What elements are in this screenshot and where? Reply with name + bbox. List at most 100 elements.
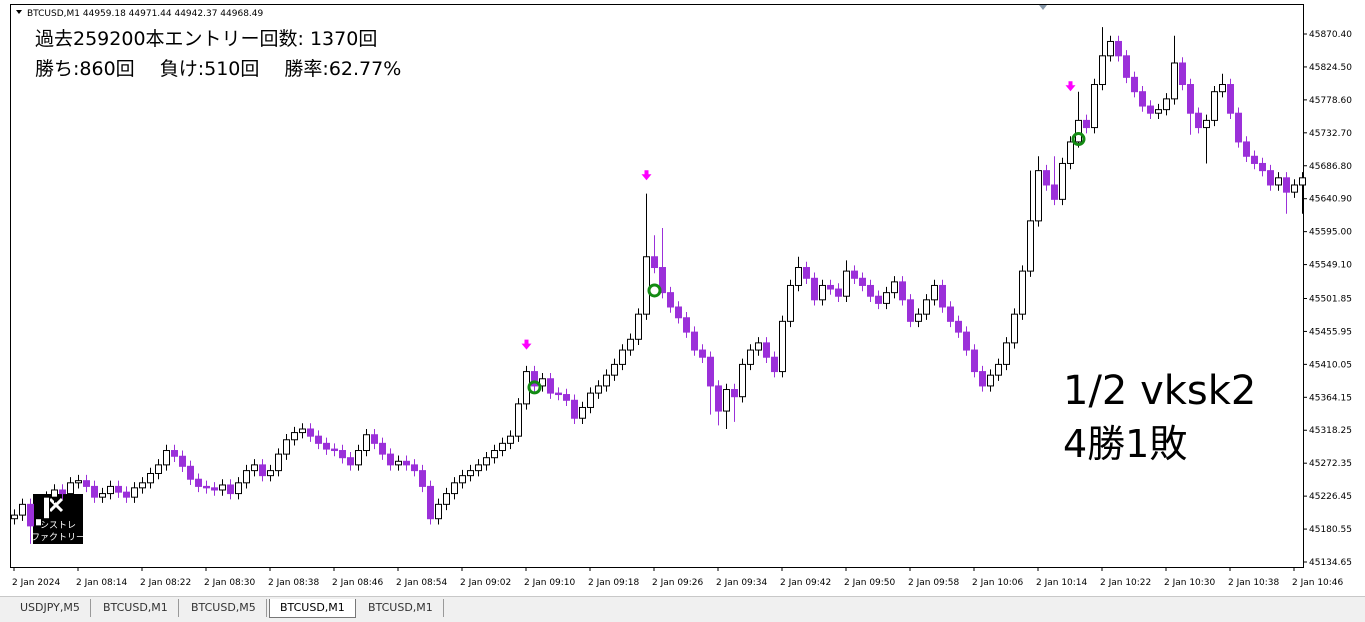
y-tick-label: 45778.60 — [1309, 96, 1352, 106]
x-tick-label: 2 Jan 09:42 — [780, 578, 831, 588]
candle-body — [163, 450, 170, 466]
exit-circle — [647, 283, 662, 298]
candle-body — [675, 306, 682, 319]
candle-body — [1091, 84, 1098, 129]
candle-body — [995, 363, 1002, 376]
exit-circle — [1071, 132, 1086, 147]
x-tick-label: 2 Jan 09:18 — [588, 578, 640, 588]
candle-body — [291, 432, 298, 441]
chart-tab[interactable]: BTCUSD,M1 — [93, 599, 179, 617]
candle-body — [259, 464, 266, 477]
candle-body — [195, 478, 202, 487]
candle-body — [315, 435, 322, 444]
candle-body — [459, 475, 466, 484]
candle-body — [827, 284, 834, 290]
candle-body — [1019, 270, 1026, 315]
candle-body — [915, 313, 922, 322]
candle-body — [619, 349, 626, 365]
x-tick-label: 2 Jan 08:30 — [204, 578, 256, 588]
x-tick-label: 2 Jan 09:58 — [908, 578, 960, 588]
candle-body — [171, 450, 178, 457]
candle-body — [1107, 40, 1114, 57]
candle-body — [787, 284, 794, 322]
candle-body — [123, 491, 130, 498]
x-tick-label: 2 Jan 08:38 — [268, 578, 320, 588]
candle-body — [771, 356, 778, 373]
candle-body — [739, 363, 746, 398]
entry-arrow — [521, 339, 532, 350]
chart-tab[interactable]: BTCUSD,M1 — [358, 599, 444, 617]
candle-body — [1083, 119, 1090, 129]
candle-body — [1203, 119, 1210, 129]
candle-body — [355, 450, 362, 466]
candle-body — [507, 435, 514, 444]
candle-body — [875, 295, 882, 304]
chart-header: BTCUSD,M1 44959.18 44971.44 44942.37 449… — [27, 9, 264, 19]
chart-tab[interactable]: BTCUSD,M5 — [181, 599, 267, 617]
tab-bar: USDJPY,M5 BTCUSD,M1 BTCUSD,M5 BTCUSD,M1 BTCU… — [0, 596, 1365, 622]
candle-body — [1027, 220, 1034, 272]
candle-body — [651, 256, 658, 269]
candle-body — [1179, 62, 1186, 86]
y-tick-label: 45134.65 — [1309, 558, 1352, 568]
y-tick-label: 45640.90 — [1309, 195, 1352, 205]
candle-body — [427, 485, 434, 520]
candle-body — [387, 453, 394, 466]
x-tick-label: 2 Jan 09:34 — [716, 578, 768, 588]
candle-body — [499, 442, 506, 452]
candle-body — [1195, 112, 1202, 129]
candle-body — [1011, 313, 1018, 344]
x-tick-label: 2 Jan 10:46 — [1292, 578, 1344, 588]
x-tick-label: 2 Jan 2024 — [12, 578, 60, 588]
candle-body — [1003, 342, 1010, 365]
candle-body — [723, 389, 730, 412]
candle-body — [755, 342, 762, 351]
y-tick-label: 45686.80 — [1309, 162, 1352, 172]
candle-body — [1139, 91, 1146, 107]
candle-body — [363, 434, 370, 452]
entry-arrow — [1065, 81, 1076, 92]
candle-body — [963, 331, 970, 351]
candle-body — [419, 470, 426, 487]
candle-body — [555, 392, 562, 396]
candle-body — [1243, 141, 1250, 157]
candle-body — [539, 378, 546, 387]
candle-body — [547, 378, 554, 394]
candle-body — [467, 470, 474, 477]
candle-body — [931, 284, 938, 301]
candle-body — [219, 484, 226, 491]
logo-icon — [48, 497, 64, 513]
candle-body — [699, 349, 706, 358]
candle-body — [923, 299, 930, 315]
candle-body — [51, 489, 58, 498]
x-tick-label: 2 Jan 09:26 — [652, 578, 704, 588]
candle-body — [1099, 55, 1106, 86]
candle-body — [435, 503, 442, 520]
candle-body — [571, 399, 578, 419]
y-tick-label: 45455.95 — [1309, 327, 1352, 337]
chart-tab[interactable]: USDJPY,M5 — [10, 599, 91, 617]
x-tick-label: 2 Jan 10:30 — [1164, 578, 1216, 588]
candle-body — [179, 455, 186, 467]
y-tick-label: 45501.85 — [1309, 294, 1352, 304]
candle-body — [979, 371, 986, 387]
candle-body — [1131, 76, 1138, 93]
candle-body — [99, 493, 106, 498]
candle-body — [91, 485, 98, 498]
y-tick-label: 45549.10 — [1309, 261, 1352, 271]
chart-tab[interactable]: BTCUSD,M1 — [269, 599, 356, 618]
y-tick-label: 45732.70 — [1309, 129, 1352, 139]
x-tick-label: 2 Jan 10:38 — [1228, 578, 1280, 588]
y-tick-label: 45595.00 — [1309, 228, 1352, 238]
candle-body — [531, 371, 538, 387]
candle-body — [947, 306, 954, 322]
candle-body — [515, 403, 522, 437]
logo-text: ファクトリー — [31, 532, 85, 543]
candle-body — [779, 320, 786, 373]
candle-body — [747, 349, 754, 365]
candle-body — [115, 485, 122, 493]
x-tick-label: 2 Jan 10:06 — [972, 578, 1024, 588]
candle-body — [1171, 62, 1178, 100]
candle-body — [955, 320, 962, 333]
